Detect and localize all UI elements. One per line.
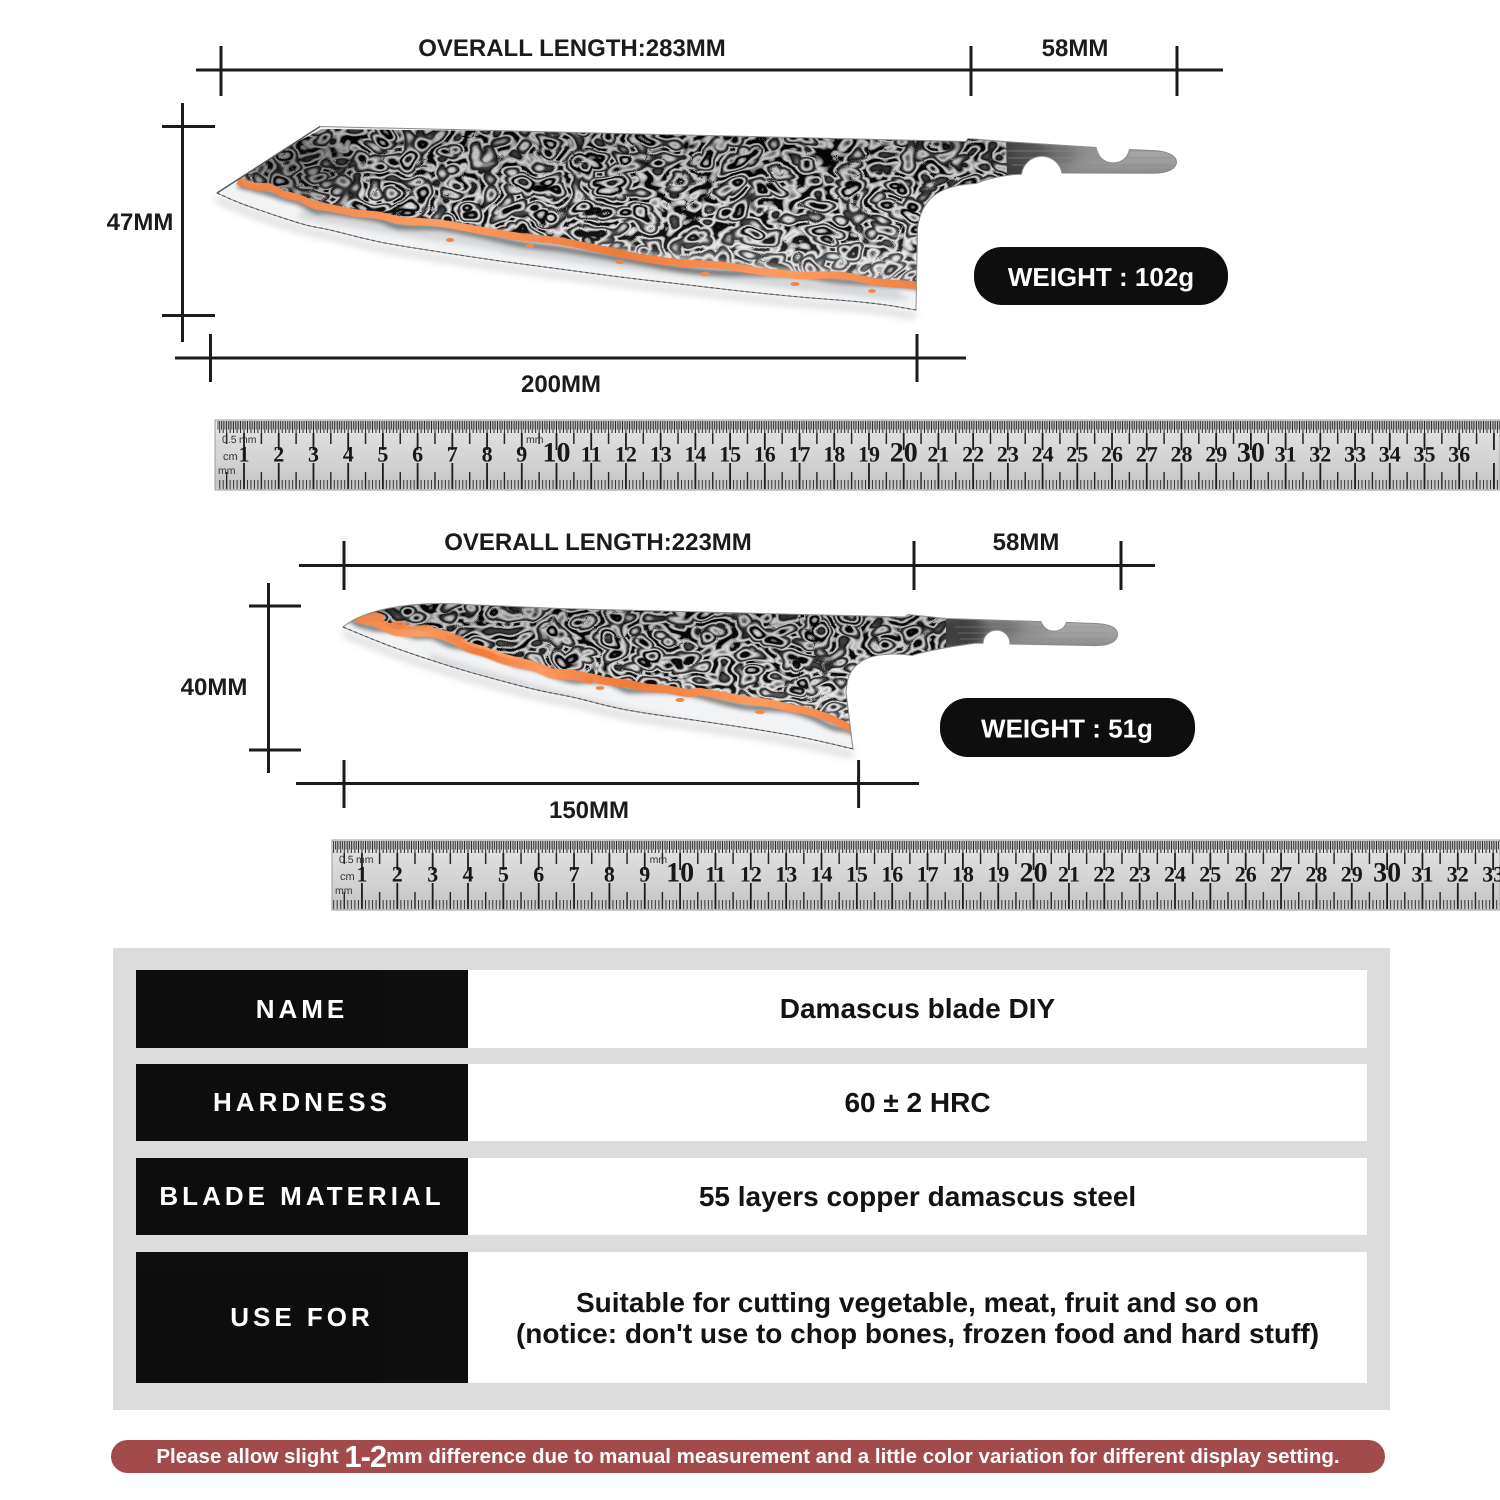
svg-text:cm: cm [340,871,355,883]
svg-text:28: 28 [1171,442,1193,467]
svg-text:58MM: 58MM [1042,35,1109,62]
svg-text:mm: mm [526,434,544,446]
svg-text:31: 31 [1275,442,1297,467]
svg-text:0.5: 0.5 [339,854,354,866]
svg-text:23: 23 [997,442,1019,467]
svg-text:10: 10 [543,438,571,469]
svg-text:27: 27 [1270,862,1292,887]
svg-text:13: 13 [775,862,797,887]
svg-text:35: 35 [1414,442,1436,467]
svg-text:30: 30 [1373,858,1401,889]
svg-text:9: 9 [639,862,650,887]
svg-text:mm: mm [239,434,257,446]
svg-text:4: 4 [343,442,354,467]
svg-text:1: 1 [357,862,368,887]
svg-text:9: 9 [516,442,527,467]
svg-text:6: 6 [412,442,423,467]
svg-text:mm: mm [335,885,353,897]
svg-text:40MM: 40MM [181,674,248,701]
svg-text:25: 25 [1199,862,1221,887]
svg-text:17: 17 [789,442,811,467]
svg-text:32: 32 [1447,862,1469,887]
svg-text:31: 31 [1412,862,1434,887]
svg-text:mm: mm [218,465,236,477]
svg-text:OVERALL LENGTH:283MM: OVERALL LENGTH:283MM [418,35,726,62]
svg-text:22: 22 [962,442,984,467]
svg-text:32: 32 [1309,442,1331,467]
svg-text:19: 19 [987,862,1009,887]
svg-text:11: 11 [705,862,726,887]
svg-text:3: 3 [308,442,319,467]
svg-text:15: 15 [719,442,741,467]
svg-text:21: 21 [927,442,949,467]
svg-text:28: 28 [1305,862,1327,887]
svg-text:mm: mm [356,854,374,866]
svg-text:34: 34 [1379,442,1401,467]
svg-text:14: 14 [811,862,833,887]
svg-text:21: 21 [1058,862,1080,887]
svg-text:5: 5 [377,442,388,467]
svg-text:14: 14 [684,442,706,467]
svg-text:4: 4 [463,862,474,887]
svg-text:1: 1 [239,442,250,467]
svg-text:29: 29 [1341,862,1363,887]
svg-text:200MM: 200MM [521,371,601,398]
svg-text:7: 7 [569,862,580,887]
svg-text:47MM: 47MM [107,209,174,236]
svg-text:36: 36 [1448,442,1470,467]
svg-text:24: 24 [1164,862,1186,887]
svg-text:8: 8 [604,862,615,887]
svg-text:13: 13 [650,442,672,467]
svg-text:18: 18 [823,442,845,467]
svg-text:15: 15 [846,862,868,887]
svg-text:0.5: 0.5 [222,434,237,446]
svg-text:26: 26 [1235,862,1257,887]
svg-text:26: 26 [1101,442,1123,467]
svg-text:27: 27 [1136,442,1158,467]
svg-text:23: 23 [1129,862,1151,887]
svg-text:33: 33 [1344,442,1366,467]
svg-text:24: 24 [1032,442,1054,467]
svg-text:20: 20 [890,438,918,469]
svg-text:22: 22 [1093,862,1115,887]
svg-text:mm: mm [650,854,668,866]
svg-text:58MM: 58MM [993,529,1060,556]
svg-text:16: 16 [881,862,903,887]
svg-text:OVERALL LENGTH:223MM: OVERALL LENGTH:223MM [444,529,752,556]
svg-text:25: 25 [1066,442,1088,467]
svg-text:3: 3 [427,862,438,887]
svg-text:33: 33 [1482,862,1500,887]
svg-text:6: 6 [533,862,544,887]
svg-text:WEIGHT : 102g: WEIGHT : 102g [1008,262,1194,292]
svg-text:5: 5 [498,862,509,887]
svg-text:17: 17 [917,862,939,887]
svg-text:30: 30 [1237,438,1265,469]
svg-text:2: 2 [392,862,403,887]
svg-text:11: 11 [581,442,602,467]
svg-text:16: 16 [754,442,776,467]
svg-text:7: 7 [447,442,458,467]
svg-text:150MM: 150MM [549,797,629,824]
svg-text:8: 8 [482,442,493,467]
svg-text:12: 12 [740,862,762,887]
svg-text:19: 19 [858,442,880,467]
svg-text:2: 2 [273,442,284,467]
svg-text:18: 18 [952,862,974,887]
svg-text:10: 10 [666,858,694,889]
svg-text:cm: cm [223,451,238,463]
svg-text:29: 29 [1205,442,1227,467]
svg-text:WEIGHT : 51g: WEIGHT : 51g [981,714,1153,744]
svg-text:20: 20 [1020,858,1048,889]
svg-text:12: 12 [615,442,637,467]
